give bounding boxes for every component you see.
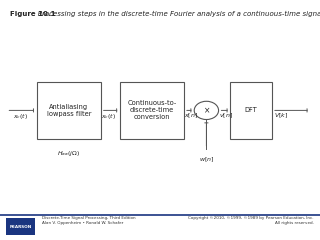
- Text: $x[n]$: $x[n]$: [184, 112, 198, 120]
- Bar: [230, 82, 272, 139]
- Text: $v[n]$: $v[n]$: [219, 112, 233, 120]
- Text: Continuous-to-
discrete-time
conversion: Continuous-to- discrete-time conversion: [127, 100, 177, 120]
- Text: DFT: DFT: [245, 107, 258, 113]
- Circle shape: [194, 101, 219, 120]
- Text: Discrete-Time Signal Processing, Third Edition
Alan V. Oppenheim • Ronald W. Sch: Discrete-Time Signal Processing, Third E…: [42, 216, 135, 225]
- Text: Antialiasing
lowpass filter: Antialiasing lowpass filter: [46, 104, 91, 117]
- Text: $\times$: $\times$: [203, 106, 210, 115]
- Text: $H_{aa}(j\Omega)$: $H_{aa}(j\Omega)$: [57, 149, 80, 158]
- Bar: [6, 218, 35, 235]
- Text: $V[k]$: $V[k]$: [275, 112, 289, 120]
- Bar: [120, 82, 184, 139]
- Text: Processing steps in the discrete-time Fourier analysis of a continuous-time sign: Processing steps in the discrete-time Fo…: [31, 11, 320, 17]
- Bar: [37, 82, 101, 139]
- Text: $x_c(t)$: $x_c(t)$: [101, 112, 116, 120]
- Text: PEARSON: PEARSON: [10, 225, 32, 228]
- Text: $x_c(t)$: $x_c(t)$: [13, 112, 28, 120]
- Text: Copyright ©2010, ©1999, ©1989 by Pearson Education, Inc.
All rights reserved.: Copyright ©2010, ©1999, ©1989 by Pearson…: [188, 216, 314, 225]
- Text: $w[n]$: $w[n]$: [199, 156, 214, 164]
- Text: Figure 10.1: Figure 10.1: [10, 11, 55, 17]
